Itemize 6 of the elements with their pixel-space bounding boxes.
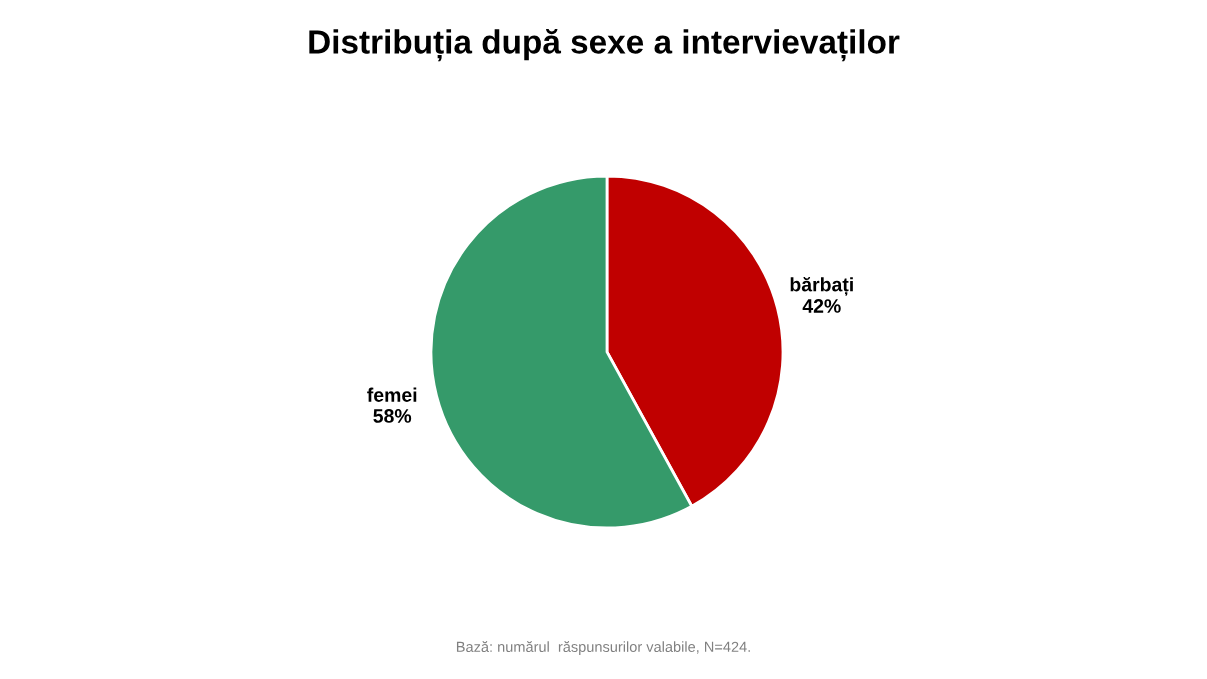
data-label: 58% <box>373 409 412 423</box>
text: Bază: numărul răspunsurilor valabile, N=424. <box>456 641 750 655</box>
chart-title: Distribuția după sexe a intervievaților <box>309 28 900 62</box>
slice-label: bărbați <box>790 276 853 296</box>
data-label: 42% <box>802 299 841 313</box>
slice-label: femei <box>367 387 417 402</box>
